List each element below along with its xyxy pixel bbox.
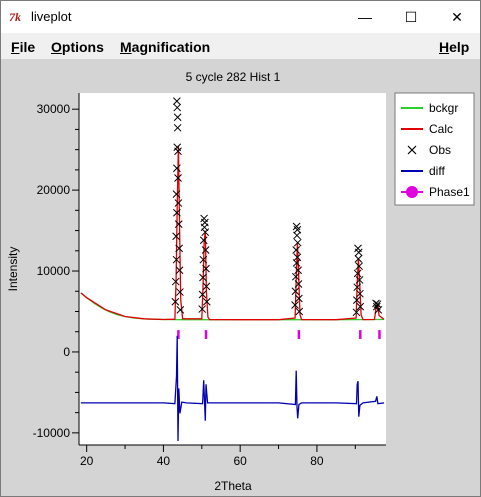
obs-marker xyxy=(172,232,180,241)
obs-marker xyxy=(291,301,299,309)
window-title: liveplot xyxy=(31,9,72,24)
obs-marker xyxy=(201,228,210,237)
menu-file-accelerator: F xyxy=(11,39,20,55)
legend-swatch-phase1-dot xyxy=(406,186,418,198)
title-bar[interactable]: 7k liveplot — ☐ ✕ xyxy=(1,1,480,33)
y-tick-label: 30000 xyxy=(37,102,71,116)
obs-marker xyxy=(171,277,180,286)
obs-marker xyxy=(202,297,211,306)
legend-label-diff: diff xyxy=(429,164,445,178)
legend-swatch-obs xyxy=(407,145,417,155)
menu-options-accelerator: O xyxy=(51,39,62,55)
menu-options-label: ptions xyxy=(61,39,104,55)
menu-magnification-accelerator: M xyxy=(120,39,132,55)
x-tick-label: 80 xyxy=(310,454,324,468)
obs-marker xyxy=(295,294,303,303)
obs-marker xyxy=(356,302,365,311)
powder-pattern-chart[interactable]: 5 cycle 282 Hist 1 -10000 0 10000 20000 3000… xyxy=(1,60,480,496)
obs-marker xyxy=(173,208,181,217)
maximize-button[interactable]: ☐ xyxy=(404,8,418,25)
plot-canvas[interactable]: 5 cycle 282 Hist 1 -10000 0 10000 20000 3000… xyxy=(1,60,480,496)
y-tick-label: -10000 xyxy=(33,426,71,440)
obs-marker xyxy=(292,246,301,254)
obs-marker xyxy=(173,103,182,112)
obs-marker xyxy=(172,190,181,199)
menu-bar: File Options Magnification Help xyxy=(1,34,480,60)
legend-label-obs: Obs xyxy=(429,143,451,157)
menu-magnification-label: agnification xyxy=(131,39,211,55)
menu-help-label: elp xyxy=(449,39,470,55)
obs-marker xyxy=(173,164,181,173)
x-tick-label: 20 xyxy=(80,454,94,468)
obs-marker xyxy=(171,297,180,306)
obs-marker xyxy=(295,307,304,316)
obs-marker xyxy=(202,264,210,273)
obs-marker xyxy=(172,255,181,264)
y-tick-label: 10000 xyxy=(37,264,71,278)
obs-marker xyxy=(291,287,300,296)
obs-marker xyxy=(175,266,184,275)
obs-marker xyxy=(174,174,182,182)
x-tick-label: 40 xyxy=(157,454,171,468)
obs-marker xyxy=(176,306,185,314)
obs-marker xyxy=(173,97,181,105)
plot-region[interactable] xyxy=(79,93,386,445)
obs-marker xyxy=(293,238,302,247)
menu-help-accelerator: H xyxy=(439,39,450,55)
obs-marker xyxy=(355,262,363,271)
obs-marker xyxy=(198,305,207,313)
obs-marker xyxy=(353,269,362,278)
obs-marker xyxy=(173,123,182,132)
obs-marker xyxy=(355,276,364,284)
obs-marker xyxy=(291,272,300,281)
y-tick-label: 0 xyxy=(63,345,70,359)
obs-marker xyxy=(356,289,364,298)
obs-marker xyxy=(352,308,361,317)
x-axis-label: 2Theta xyxy=(214,479,252,493)
obs-marker xyxy=(199,236,208,245)
menu-magnification[interactable]: Magnification xyxy=(120,39,210,55)
y-axis-label: Intensity xyxy=(6,247,20,292)
obs-marker xyxy=(199,255,208,264)
obs-marker xyxy=(202,282,211,291)
legend-box xyxy=(394,92,475,206)
menu-file-label: ile xyxy=(19,39,36,55)
obs-marker xyxy=(352,296,361,305)
menu-help[interactable]: Help xyxy=(439,39,469,55)
minimize-button[interactable]: — xyxy=(358,9,372,25)
legend: bckgr Calc Obs diff Phase1 xyxy=(394,92,475,206)
obs-marker xyxy=(176,288,184,296)
obs-marker xyxy=(198,290,207,299)
obs-marker xyxy=(199,273,207,282)
legend-label-calc: Calc xyxy=(429,122,453,136)
obs-marker xyxy=(173,113,182,122)
menu-options[interactable]: Options xyxy=(51,39,104,55)
close-button[interactable]: ✕ xyxy=(451,8,463,25)
obs-marker xyxy=(292,259,301,267)
x-tick-label: 60 xyxy=(233,454,247,468)
obs-marker xyxy=(293,231,301,240)
menu-file[interactable]: File xyxy=(11,39,35,55)
obs-marker xyxy=(294,280,303,288)
obs-marker xyxy=(294,266,302,275)
legend-label-bckgr: bckgr xyxy=(429,101,458,115)
obs-marker xyxy=(174,220,183,228)
chart-title: 5 cycle 282 Hist 1 xyxy=(186,70,281,84)
obs-marker xyxy=(354,248,363,257)
obs-marker xyxy=(175,244,184,253)
obs-marker xyxy=(174,199,183,207)
obs-marker xyxy=(201,246,210,254)
obs-marker xyxy=(353,283,362,292)
obs-marker xyxy=(354,255,363,263)
obs-marker xyxy=(374,306,383,314)
legend-label-phase1: Phase1 xyxy=(429,185,470,199)
series-diff-line xyxy=(80,335,385,442)
y-tick-label: 20000 xyxy=(37,183,71,197)
app-icon: 7k xyxy=(9,10,21,24)
obs-marker xyxy=(174,147,182,156)
